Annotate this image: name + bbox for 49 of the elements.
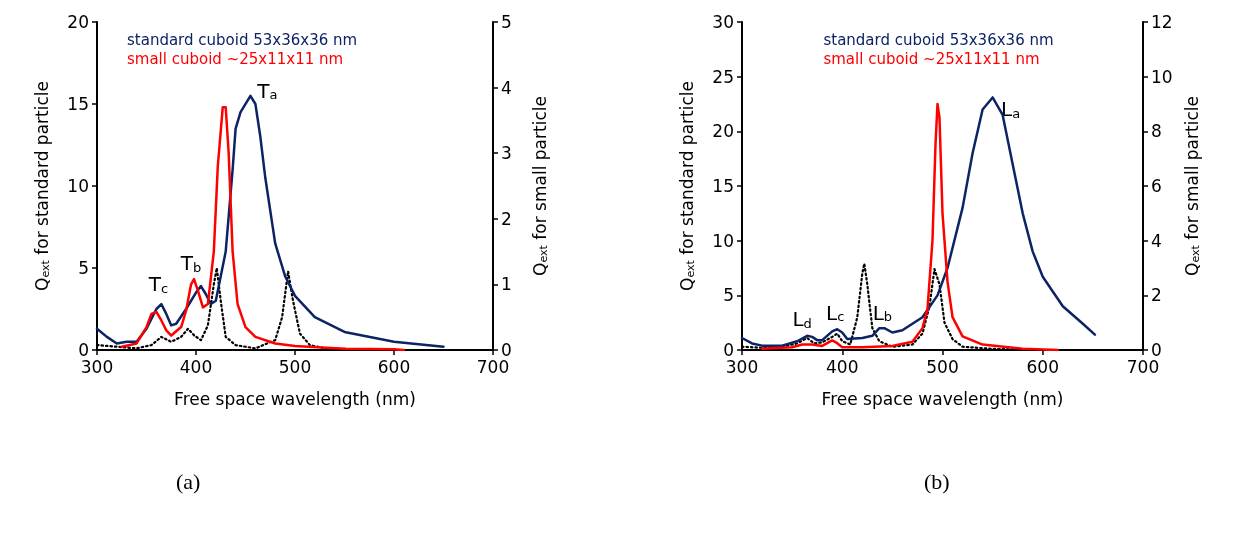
y2-tick-label: 8 <box>1151 121 1162 142</box>
y2-tick-label: 4 <box>501 77 512 98</box>
x-tick-label: 500 <box>278 356 312 377</box>
x-tick-label: 600 <box>1026 356 1059 377</box>
x-tick-label: 500 <box>926 356 959 377</box>
y2-tick-label: 4 <box>1151 230 1162 251</box>
y2-tick-label: 5 <box>501 12 512 32</box>
x-tick-label: 400 <box>826 356 859 377</box>
text: standard cuboid 53x36x36 nm <box>823 30 1054 49</box>
x-tick-label: 400 <box>179 356 213 377</box>
line-series <box>120 106 406 352</box>
x-axis-title: Free space wavelength (nm) <box>821 388 1064 409</box>
text: small cuboid ~25x11x11 nm <box>127 49 344 68</box>
y2-tick-label: 1 <box>501 274 512 295</box>
y2-tick-label: 12 <box>1151 12 1173 32</box>
text: (a) <box>176 468 201 494</box>
y2-axis-title: Qext for small particle <box>1182 96 1203 276</box>
annotation: Lb <box>872 300 893 325</box>
y2-tick-label: 6 <box>1151 176 1162 196</box>
y-tick-label: 30 <box>712 12 734 32</box>
line-series <box>760 102 1060 352</box>
y-tick-label: 15 <box>67 94 89 114</box>
y-axis-title: Qext for standard particle <box>677 81 698 291</box>
annotation: Lc <box>826 300 845 325</box>
annotation: La <box>1001 97 1021 122</box>
y-tick-label: 5 <box>723 285 734 306</box>
text: standard cuboid 53x36x36 nm <box>127 30 358 49</box>
annotation: Ld <box>792 307 812 332</box>
text: small cuboid ~25x11x11 nm <box>823 49 1040 68</box>
y2-tick-label: 10 <box>1151 66 1173 87</box>
y-tick-label: 10 <box>67 176 89 196</box>
y2-tick-label: 2 <box>501 208 512 229</box>
x-tick-label: 600 <box>377 356 411 377</box>
x-axis-title: Free space wavelength (nm) <box>174 388 416 409</box>
y-tick-label: 20 <box>712 121 734 142</box>
y2-tick-label: 3 <box>501 143 512 164</box>
y-tick-label: 20 <box>67 12 89 32</box>
annotation: Tc <box>147 272 169 297</box>
y-tick-label: 5 <box>78 258 89 278</box>
text: (b) <box>924 468 950 494</box>
y-tick-label: 25 <box>712 66 734 87</box>
y2-tick-label: 2 <box>1151 285 1162 306</box>
y-tick-label: 15 <box>712 176 734 196</box>
y-axis-title: Qext for standard particle <box>32 81 53 291</box>
annotation: Tb <box>179 251 202 276</box>
y-tick-label: 10 <box>712 230 734 251</box>
annotation: Ta <box>256 78 278 103</box>
y2-axis-title: Qext for small particle <box>529 96 550 276</box>
line-series <box>740 96 1097 347</box>
